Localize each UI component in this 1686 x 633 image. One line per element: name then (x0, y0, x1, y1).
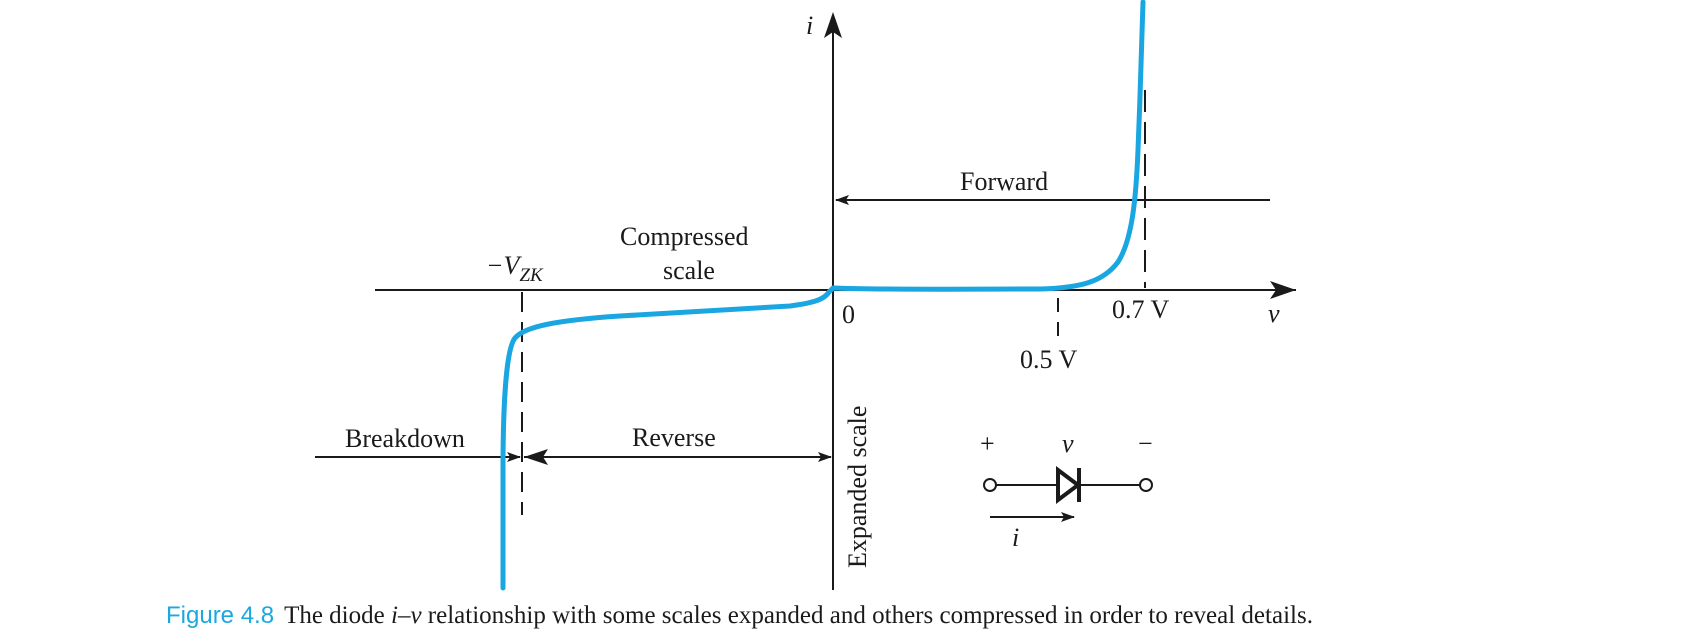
symbol-plus: + (980, 429, 995, 458)
forward-label: Forward (960, 167, 1048, 196)
terminal-right (1139, 478, 1153, 492)
caption-var-v: v (410, 602, 422, 629)
breakdown-label: Breakdown (345, 424, 465, 453)
reverse-label: Reverse (632, 423, 716, 452)
symbol-v: v (1062, 429, 1074, 458)
caption-pre: The diode (284, 602, 391, 629)
iv-curve (500, 0, 1146, 591)
figure-label: Figure 4.8 (166, 602, 275, 629)
i-axis-arrow (824, 12, 842, 38)
label-0.5v: 0.5 V (1020, 345, 1078, 374)
caption-dash: – (397, 602, 411, 629)
compressed-label-line2: scale (663, 256, 715, 285)
caption-post: relationship with some scales expanded a… (421, 602, 1313, 629)
origin-label: 0 (842, 300, 855, 329)
symbol-minus: − (1138, 429, 1153, 458)
vzk-label: −VZK (486, 251, 544, 286)
terminal-left (983, 478, 997, 492)
v-axis-arrow (1270, 281, 1296, 299)
compressed-label-line1: Compressed (620, 222, 749, 251)
reverse-arrow-left-head (524, 449, 548, 465)
label-0.7v: 0.7 V (1112, 295, 1170, 324)
expanded-scale-label: Expanded scale (843, 406, 872, 568)
figure-caption: Figure 4.8 The diode i–v relationship wit… (166, 602, 1566, 630)
symbol-i: i (1012, 523, 1019, 552)
diode-symbol: + v − i (980, 429, 1153, 552)
i-axis-label: i (806, 11, 813, 40)
v-axis-label: v (1268, 299, 1280, 328)
diode-triangle (1056, 466, 1082, 504)
caption-var-i: i (390, 602, 398, 629)
